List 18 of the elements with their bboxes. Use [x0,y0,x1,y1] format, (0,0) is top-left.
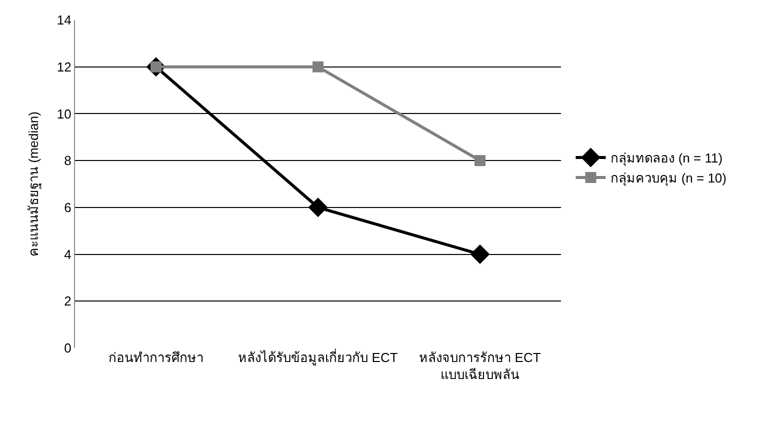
y-tick-label: 10 [56,106,72,122]
y-axis-title: คะแนนมัธยฐาน (median) [26,112,42,256]
y-tick-label: 14 [56,12,72,28]
point [470,244,490,264]
point [474,155,486,166]
x-tick-label: หลังได้รับข้อมูลเกี่ยวกับ ECT [238,349,398,366]
legend-label: กลุ่มควบคุม (n = 10) [610,170,726,187]
legend-label: กลุ่มทดลอง (n = 11) [610,150,723,167]
y-tick-label: 8 [64,153,72,168]
point [312,61,324,72]
x-tick-label: หลังจบการรักษา ECT แบบเฉียบพลัน [419,350,541,382]
y-tick-label: 12 [56,59,72,74]
x-tick-label: ก่อนทำการศึกษา [108,350,204,365]
y-tick-label: 4 [64,246,72,262]
y-tick-label: 2 [64,294,72,309]
y-tick-label: 0 [64,340,72,356]
y-tick-label: 6 [64,200,72,215]
point [308,198,328,218]
